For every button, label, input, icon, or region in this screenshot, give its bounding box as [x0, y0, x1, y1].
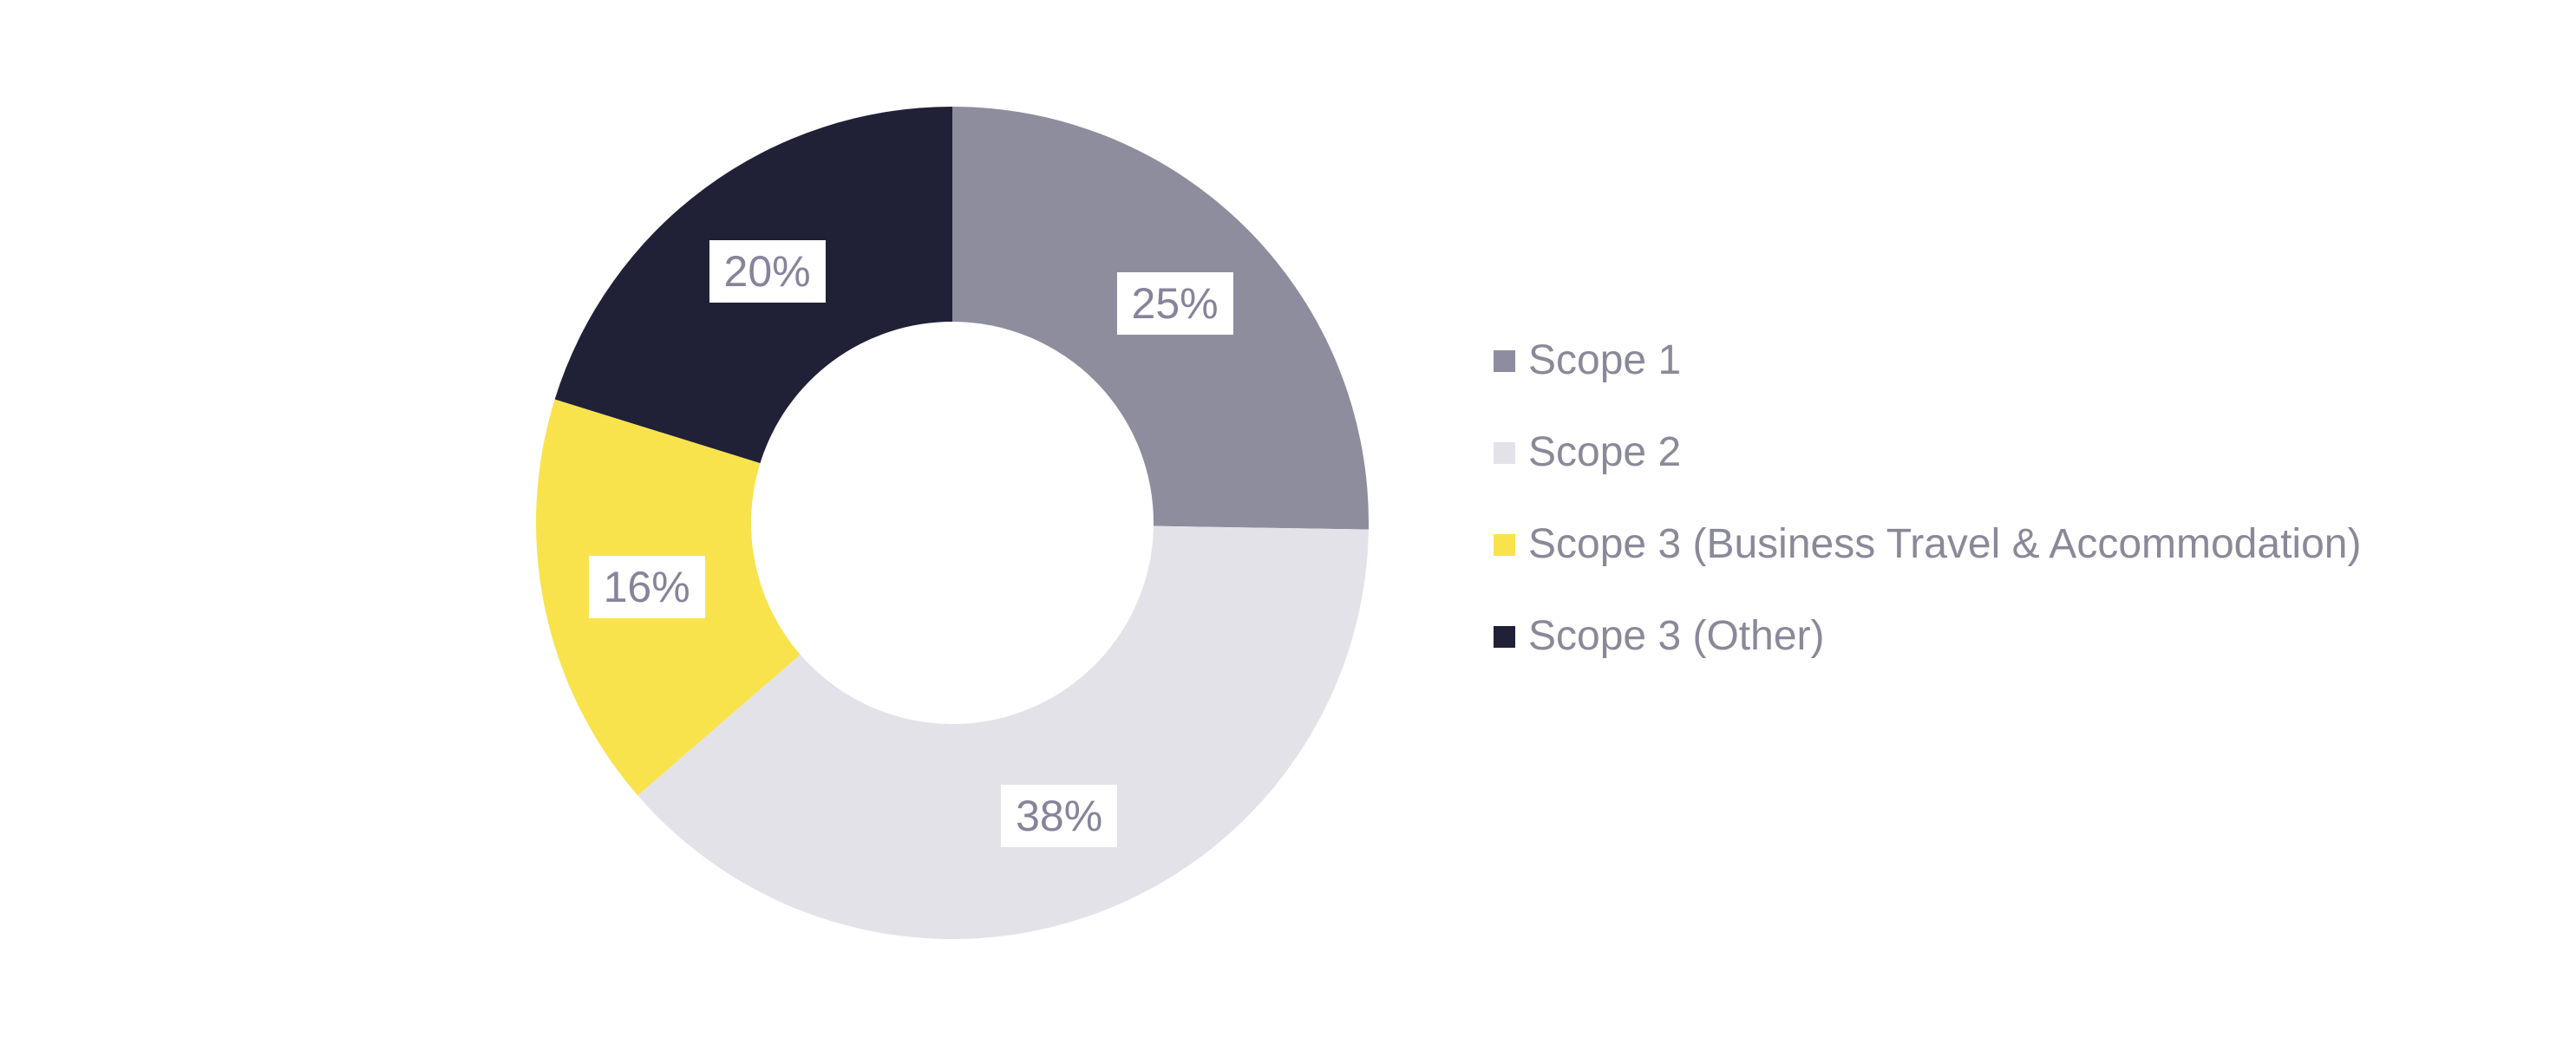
legend-swatch-icon: [1494, 441, 1515, 464]
legend-item-1[interactable]: Scope 1: [1494, 340, 2361, 382]
legend-item-4[interactable]: Scope 3 (Other): [1494, 616, 2361, 657]
donut-slice-2[interactable]: [637, 525, 1369, 939]
legend-label: Scope 3 (Business Travel & Accommodation…: [1528, 521, 2362, 567]
slice-percent-label: 20%: [709, 240, 826, 303]
legend-label: Scope 1: [1528, 337, 1682, 383]
slice-percent-label: 25%: [1116, 272, 1233, 336]
slice-percent-label: 38%: [1001, 785, 1118, 848]
legend: Scope 1 Scope 2 Scope 3 (Business Travel &…: [1494, 340, 2361, 657]
legend-swatch-icon: [1494, 533, 1515, 556]
legend-item-3[interactable]: Scope 3 (Business Travel & Accommodation…: [1494, 524, 2361, 565]
legend-label: Scope 2: [1528, 429, 1682, 475]
legend-swatch-icon: [1494, 349, 1515, 372]
legend-item-2[interactable]: Scope 2: [1494, 432, 2361, 473]
slice-percent-label: 16%: [588, 555, 705, 618]
legend-label: Scope 3 (Other): [1528, 613, 1825, 659]
legend-swatch-icon: [1494, 625, 1515, 648]
